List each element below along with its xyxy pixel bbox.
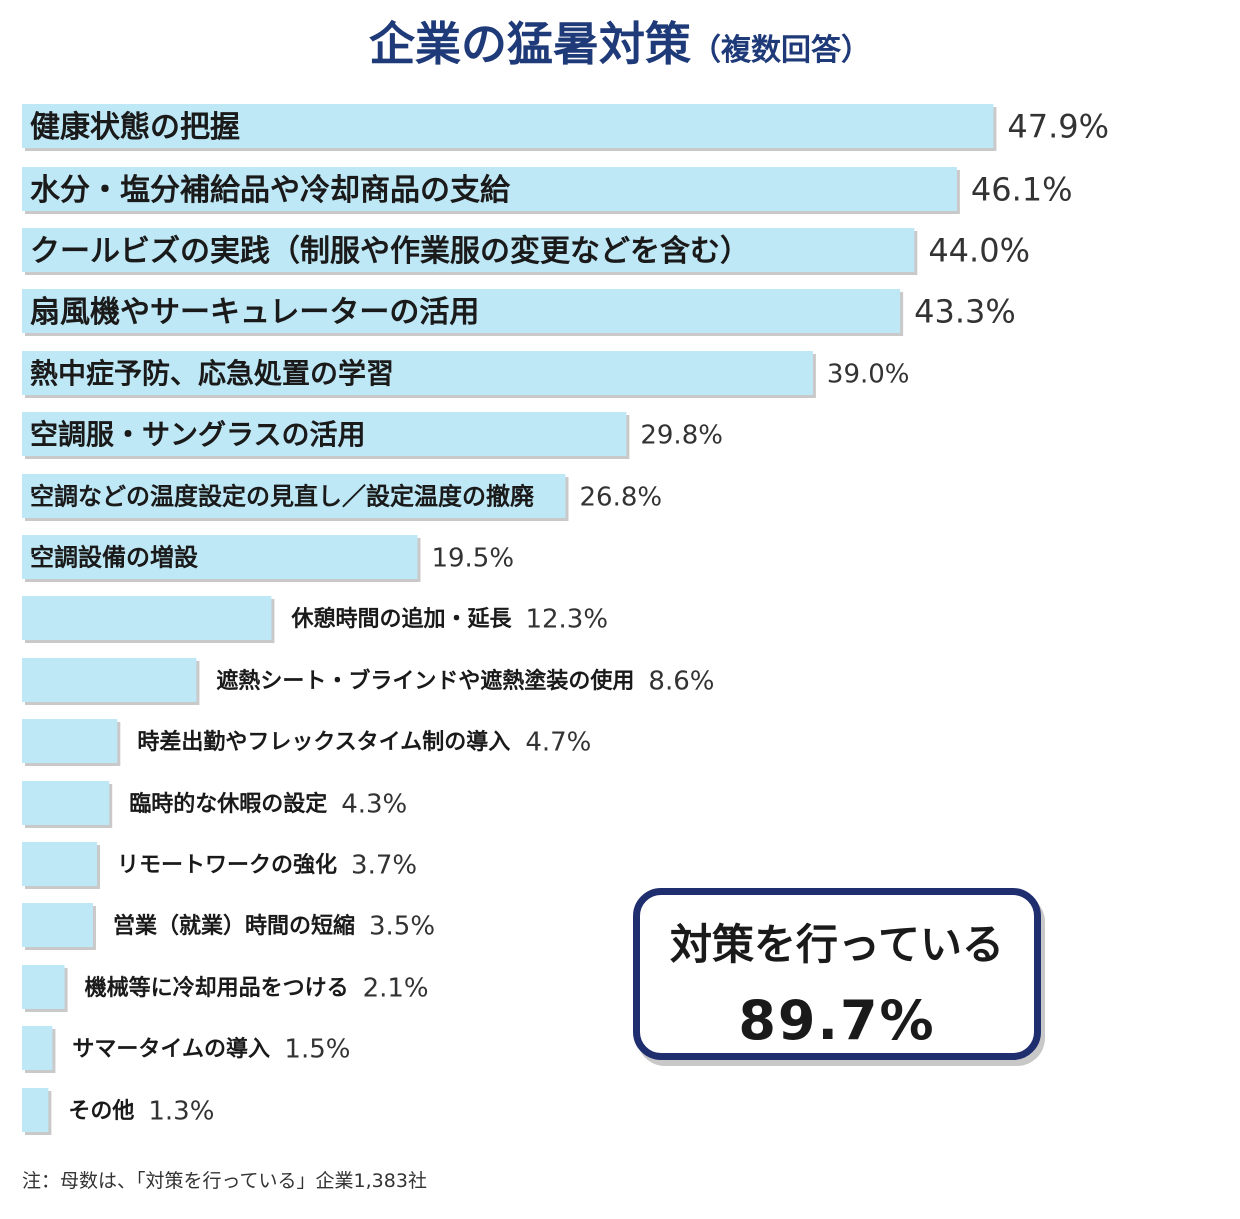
bar bbox=[22, 596, 272, 640]
bar-row: 空調服・サングラスの活用 29.8% bbox=[22, 412, 723, 459]
category-label: 空調服・サングラスの活用 bbox=[30, 418, 365, 451]
category-label: 水分・塩分補給品や冷却商品の支給 bbox=[30, 173, 511, 208]
bar-row: 健康状態の把握 47.9% bbox=[22, 104, 1109, 151]
category-label: 空調設備の増設 bbox=[30, 544, 199, 572]
summary-value: 89.7% bbox=[738, 989, 936, 1052]
bar bbox=[22, 289, 901, 333]
bar-row: 扇風機やサーキュレーターの活用 43.3% bbox=[22, 289, 1016, 336]
value-label: 43.3% bbox=[914, 293, 1016, 331]
value-label: 19.5% bbox=[431, 543, 514, 573]
value-label: 1.3% bbox=[148, 1096, 214, 1126]
value-label: 46.1% bbox=[971, 171, 1073, 209]
bar bbox=[22, 351, 813, 395]
bar-row: クールビズの実践（制服や作業服の変更などを含む） 44.0% bbox=[22, 228, 1030, 275]
bar bbox=[22, 1088, 49, 1132]
bar-row: サマータイムの導入 1.5% bbox=[22, 1026, 350, 1073]
value-label: 3.5% bbox=[369, 911, 435, 941]
bar-row: 臨時的な休暇の設定 4.3% bbox=[22, 781, 407, 828]
category-label: 機械等に冷却用品をつける bbox=[85, 975, 349, 1001]
bar-row: 水分・塩分補給品や冷却商品の支給 46.1% bbox=[22, 167, 1073, 214]
value-label: 2.1% bbox=[363, 973, 429, 1003]
bar-row: 空調設備の増設 19.5% bbox=[22, 535, 514, 582]
bar-row: 熱中症予防、応急処置の学習 39.0% bbox=[22, 351, 910, 398]
bar bbox=[22, 228, 915, 272]
value-label: 8.6% bbox=[648, 666, 714, 696]
value-label: 4.7% bbox=[525, 727, 591, 757]
value-label: 4.3% bbox=[341, 789, 407, 819]
bar-chart: 健康状態の把握 47.9% 水分・塩分補給品や冷却商品の支給 46.1% クールビズの実… bbox=[22, 104, 1109, 1135]
footnote: 注：母数は、「対策を行っている」企業1,383社 bbox=[22, 1170, 427, 1192]
bar bbox=[22, 781, 110, 825]
bar bbox=[22, 474, 566, 518]
category-label: 休憩時間の追加・延長 bbox=[290, 606, 512, 632]
category-label: 時差出勤やフレックスタイム制の導入 bbox=[137, 729, 510, 755]
bar bbox=[22, 1026, 53, 1070]
bar-row: 時差出勤やフレックスタイム制の導入 4.7% bbox=[22, 719, 591, 766]
value-label: 47.9% bbox=[1007, 108, 1109, 146]
value-label: 29.8% bbox=[640, 420, 723, 450]
chart-title: 企業の猛暑対策（複数回答） bbox=[0, 8, 1240, 74]
category-label: その他 bbox=[68, 1099, 134, 1124]
bar bbox=[22, 167, 957, 211]
bar-row: 空調などの温度設定の見直し／設定温度の撤廃 26.8% bbox=[22, 474, 662, 521]
bar-row: 機械等に冷却用品をつける 2.1% bbox=[22, 965, 429, 1012]
summary-box: 対策を行っている 89.7% bbox=[633, 888, 1041, 1060]
value-label: 26.8% bbox=[580, 482, 663, 512]
value-label: 12.3% bbox=[525, 604, 608, 634]
bar-row: 休憩時間の追加・延長 12.3% bbox=[22, 596, 608, 643]
bar-row: 営業（就業）時間の短縮 3.5% bbox=[22, 903, 435, 950]
category-label: 営業（就業）時間の短縮 bbox=[113, 913, 355, 939]
category-label: サマータイムの導入 bbox=[72, 1036, 270, 1062]
bar-row: リモートワークの強化 3.7% bbox=[22, 842, 417, 889]
bar bbox=[22, 658, 197, 702]
category-label: 扇風機やサーキュレーターの活用 bbox=[30, 295, 479, 330]
value-label: 39.0% bbox=[827, 359, 910, 389]
bar-row: その他 1.3% bbox=[22, 1088, 214, 1135]
bar bbox=[22, 965, 65, 1009]
category-label: 健康状態の把握 bbox=[30, 110, 240, 145]
category-label: リモートワークの強化 bbox=[117, 852, 337, 878]
category-label: 臨時的な休暇の設定 bbox=[129, 791, 327, 817]
category-label: 熱中症予防、応急処置の学習 bbox=[30, 357, 394, 390]
bar bbox=[22, 903, 93, 947]
bar bbox=[22, 842, 98, 886]
value-label: 44.0% bbox=[928, 232, 1030, 270]
bar bbox=[22, 535, 418, 579]
category-label: 空調などの温度設定の見直し／設定温度の撤廃 bbox=[30, 483, 535, 511]
bar bbox=[22, 719, 118, 763]
bar bbox=[22, 104, 994, 148]
chart-subtitle: （複数回答） bbox=[691, 33, 871, 68]
summary-label: 対策を行っている bbox=[670, 920, 1004, 969]
category-label: 遮熱シート・ブラインドや遮熱塗装の使用 bbox=[216, 668, 634, 694]
value-label: 1.5% bbox=[284, 1034, 350, 1064]
chart-title-main: 企業の猛暑対策 bbox=[369, 17, 691, 71]
value-label: 3.7% bbox=[351, 850, 417, 880]
category-label: クールビズの実践（制服や作業服の変更などを含む） bbox=[30, 234, 750, 269]
bar-row: 遮熱シート・ブラインドや遮熱塗装の使用 8.6% bbox=[22, 658, 714, 705]
bar bbox=[22, 412, 627, 456]
